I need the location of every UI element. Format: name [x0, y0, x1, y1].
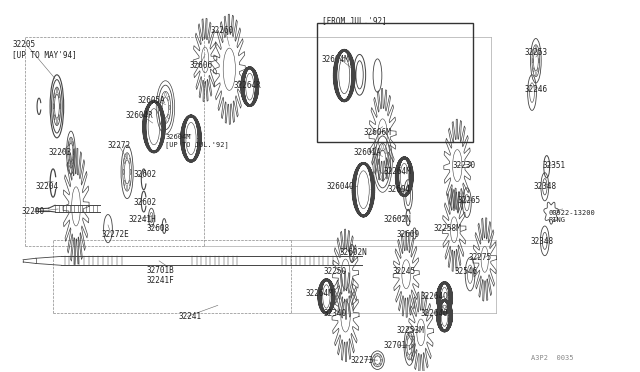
- Text: 32604M: 32604M: [322, 55, 349, 64]
- Text: 32602N: 32602N: [384, 215, 412, 224]
- Text: 32241: 32241: [178, 312, 202, 321]
- Text: 32272: 32272: [108, 141, 131, 150]
- Text: 32258M: 32258M: [434, 224, 461, 233]
- Text: 32609: 32609: [397, 230, 420, 239]
- Text: 32604: 32604: [387, 185, 410, 194]
- Text: 32272E: 32272E: [102, 230, 129, 239]
- Text: 32604R: 32604R: [126, 111, 154, 120]
- Text: 32605A: 32605A: [138, 96, 165, 105]
- Text: 32608: 32608: [147, 224, 170, 233]
- Text: 32246: 32246: [524, 85, 547, 94]
- Text: 32264O: 32264O: [421, 292, 449, 301]
- Text: 32604M
[UP TO JUL.'92]: 32604M [UP TO JUL.'92]: [166, 134, 229, 148]
- Text: 32264O: 32264O: [421, 310, 449, 318]
- Text: 32250: 32250: [323, 267, 346, 276]
- Text: 32602N: 32602N: [339, 248, 367, 257]
- Text: 32245: 32245: [392, 267, 415, 276]
- Text: 32602: 32602: [134, 198, 157, 207]
- Text: 32203: 32203: [49, 148, 72, 157]
- Text: 32546: 32546: [454, 267, 477, 276]
- Text: 32264M: 32264M: [384, 167, 412, 176]
- Text: 32348: 32348: [534, 182, 557, 190]
- Text: 32253M: 32253M: [397, 326, 424, 335]
- Text: 32604O: 32604O: [326, 182, 354, 190]
- Text: 32273: 32273: [351, 356, 374, 365]
- Bar: [317, 23, 473, 141]
- Text: 32264R: 32264R: [234, 81, 262, 90]
- Text: 32701B
32241F: 32701B 32241F: [147, 266, 174, 285]
- Text: 32351: 32351: [542, 161, 565, 170]
- Text: 32265: 32265: [458, 196, 481, 205]
- Text: 32601A: 32601A: [354, 148, 381, 157]
- Text: 32204: 32204: [36, 182, 59, 190]
- Text: 32606: 32606: [189, 61, 213, 70]
- Text: 00922-13200
RING: 00922-13200 RING: [548, 210, 595, 223]
- Text: 32241H: 32241H: [129, 215, 156, 224]
- Text: A3P2  0035: A3P2 0035: [531, 355, 573, 361]
- Text: 32602: 32602: [134, 170, 157, 179]
- Text: 32701: 32701: [384, 341, 407, 350]
- Text: 32340: 32340: [323, 310, 346, 318]
- Text: 32205
[UP TO MAY'94]: 32205 [UP TO MAY'94]: [12, 39, 77, 59]
- Text: 32260: 32260: [210, 26, 234, 35]
- Text: 32348: 32348: [531, 237, 554, 246]
- Text: 32264M: 32264M: [306, 289, 333, 298]
- Text: 32275: 32275: [468, 253, 492, 262]
- Text: 32200: 32200: [22, 208, 45, 217]
- Text: 32230: 32230: [453, 161, 476, 170]
- Text: 32253: 32253: [524, 48, 547, 57]
- Text: 32606M: 32606M: [364, 128, 391, 137]
- Text: [FROM JUL.'92]: [FROM JUL.'92]: [322, 17, 387, 26]
